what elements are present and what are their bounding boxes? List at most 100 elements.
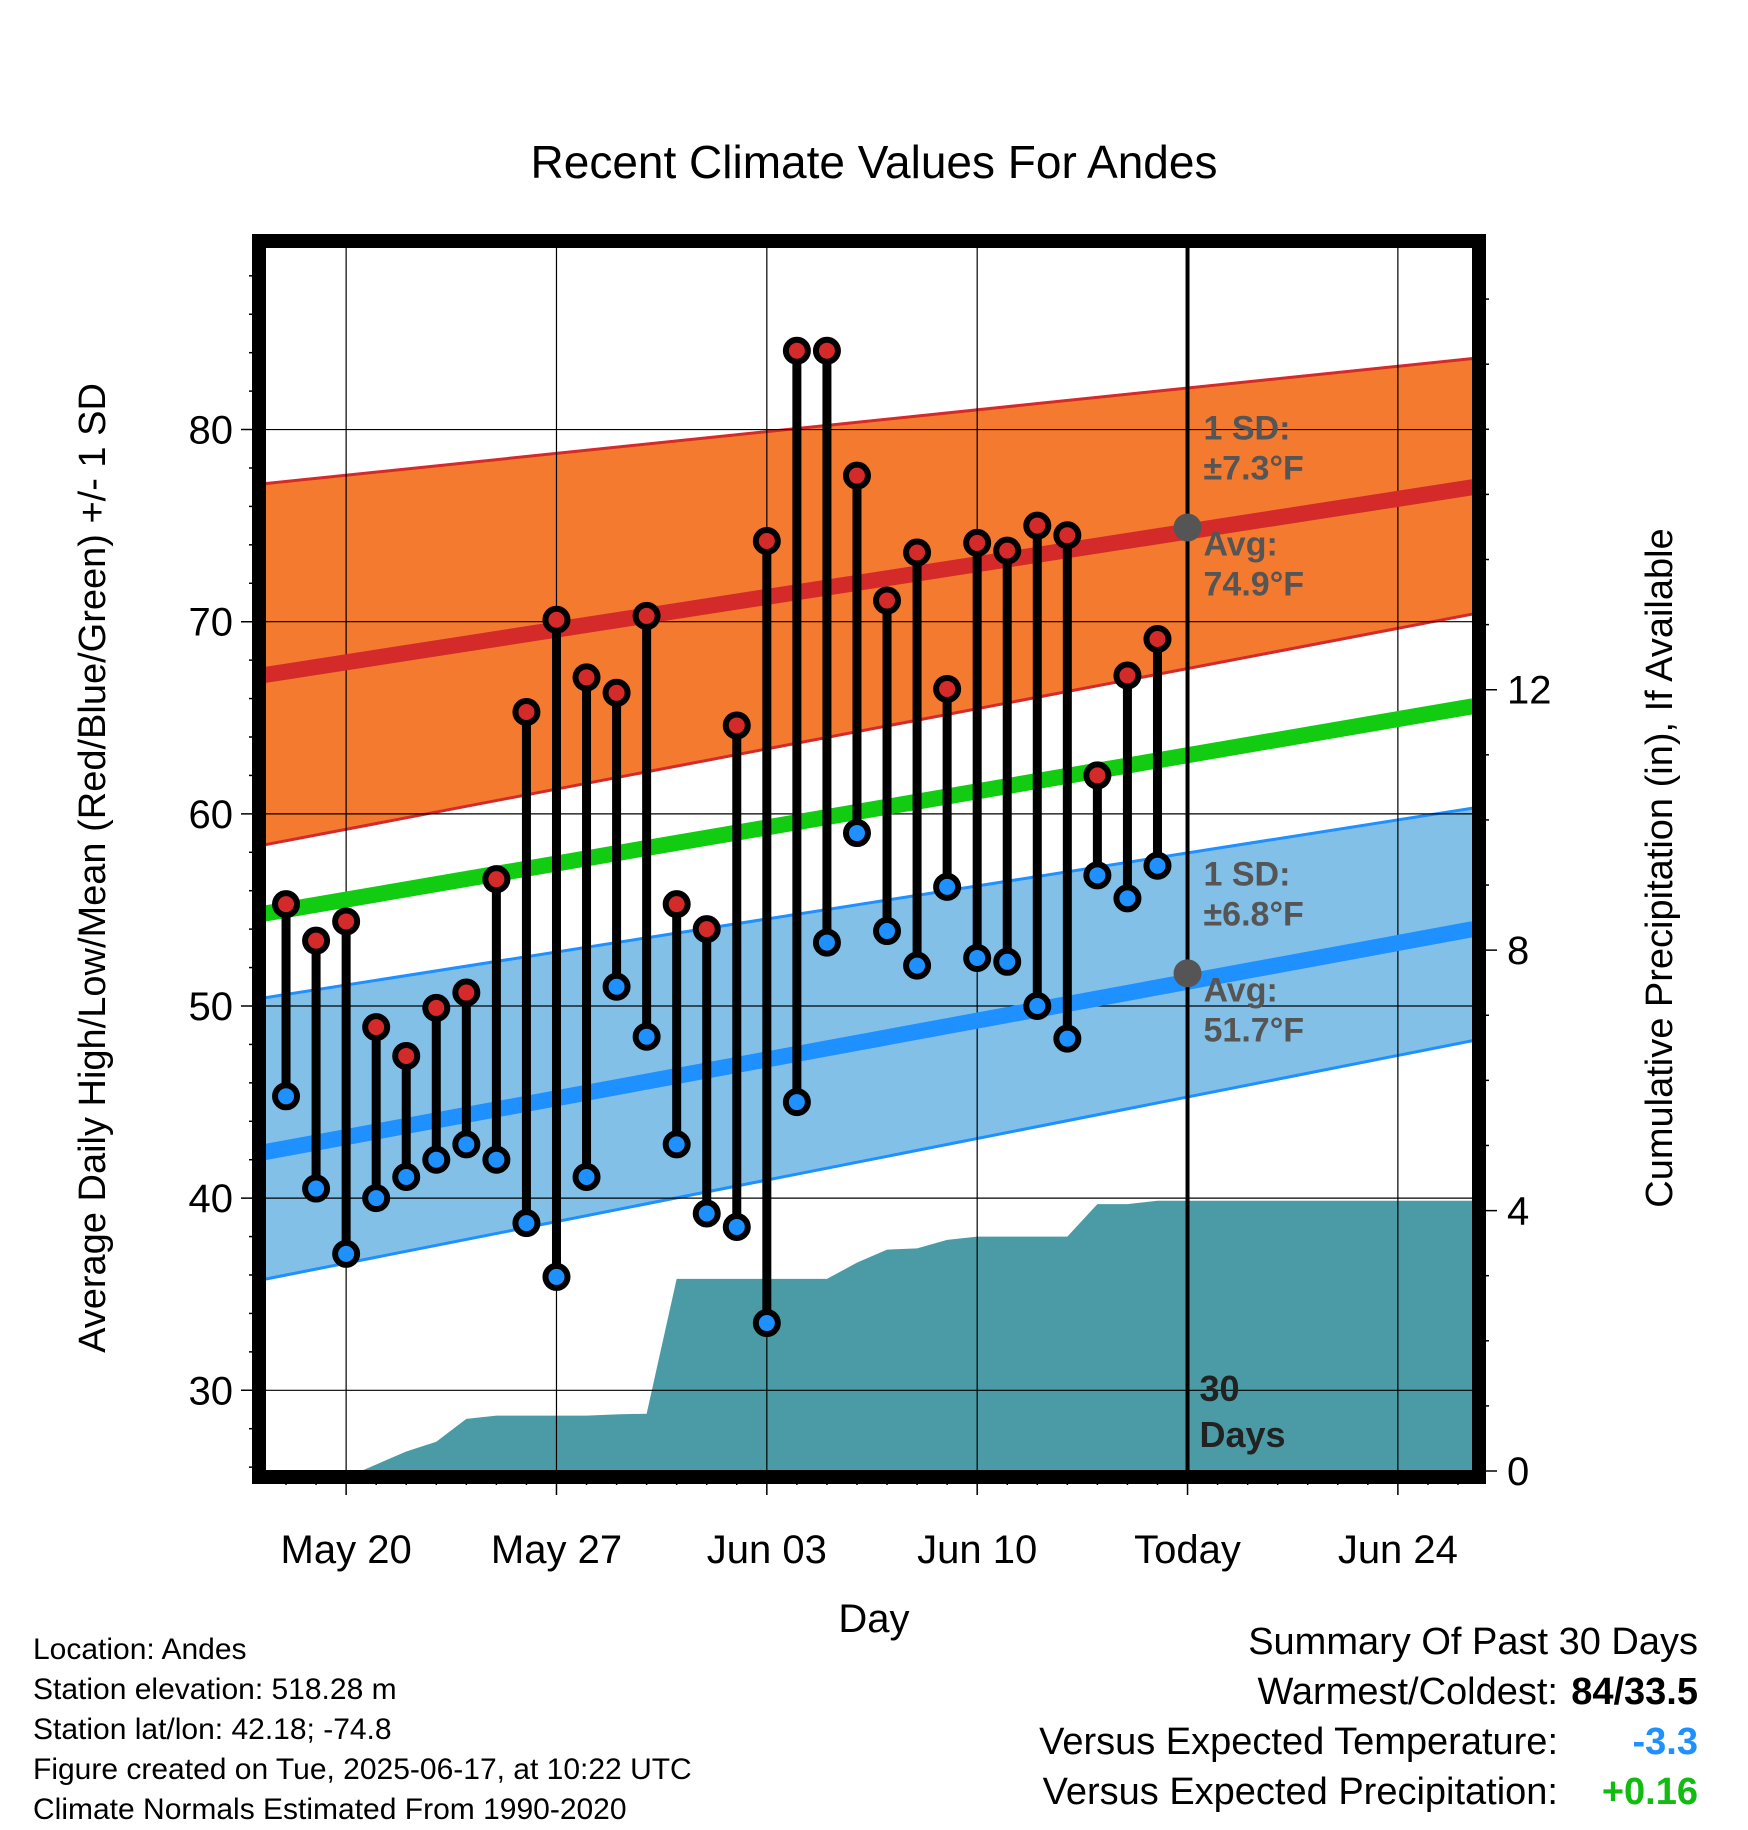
low-point: [362, 1184, 391, 1213]
high-point: [362, 1013, 391, 1042]
low-sd-label-1: 1 SD:: [1204, 855, 1291, 893]
high-point: [332, 907, 361, 936]
low-sd-band-upper-edge: [265, 806, 1473, 1000]
low-point: [572, 1163, 601, 1192]
low-point: [602, 972, 631, 1001]
high-point: [782, 336, 811, 365]
today-days-label-2: Days: [1200, 1414, 1286, 1455]
x-tick-label: May 27: [491, 1528, 622, 1572]
info-location: Location: Andes: [33, 1633, 247, 1666]
x-tick-label: Jun 24: [1338, 1528, 1458, 1572]
y2-axis-label: Cumulative Precipitation (in), If Availa…: [1639, 528, 1681, 1207]
low-avg-line: [265, 921, 1473, 1161]
low-point: [422, 1145, 451, 1174]
low-point: [1083, 861, 1112, 890]
high-point: [512, 698, 541, 727]
high-point: [482, 865, 511, 894]
low-avg-label-2: 51.7°F: [1204, 1011, 1305, 1049]
high-point: [1023, 511, 1052, 540]
high-avg-label-2: 74.9°F: [1204, 566, 1305, 604]
info-normals: Climate Normals Estimated From 1990-2020: [33, 1793, 627, 1826]
high-point: [572, 663, 601, 692]
low-avg-label-1: Avg:: [1204, 971, 1278, 1009]
summary-warm-cold-row: Warmest/Coldest: 84/33.5: [1039, 1667, 1698, 1717]
low-point: [1113, 884, 1142, 913]
high-sd-band-upper-edge: [265, 356, 1473, 486]
high-point: [422, 993, 451, 1022]
low-today-avg-dot: [1173, 959, 1202, 988]
high-point: [662, 890, 691, 919]
station-info: Location: Andes Station elevation: 518.2…: [33, 1630, 692, 1830]
high-avg-label-1: Avg:: [1204, 526, 1278, 564]
high-sd-band-lower-edge: [265, 612, 1473, 847]
high-point: [963, 528, 992, 557]
low-point: [782, 1088, 811, 1117]
precip-area: [301, 1200, 1473, 1471]
low-point: [452, 1130, 481, 1159]
low-point: [873, 917, 902, 946]
warm-cold-label: Warmest/Coldest:: [1257, 1671, 1558, 1713]
high-avg-line: [265, 479, 1473, 684]
high-point: [1083, 761, 1112, 790]
high-point: [722, 711, 751, 740]
y2-tick-label: 12: [1507, 669, 1552, 713]
high-sd-label-1: 1 SD:: [1204, 410, 1291, 448]
info-elevation: Station elevation: 518.28 m: [33, 1673, 397, 1706]
high-point: [632, 601, 661, 630]
low-point: [392, 1163, 421, 1192]
y2-tick-label: 4: [1507, 1190, 1529, 1234]
high-point: [1053, 521, 1082, 550]
y-tick-label: 80: [189, 409, 234, 453]
mean-avg-line: [265, 698, 1473, 922]
high-point: [692, 915, 721, 944]
low-point: [842, 819, 871, 848]
y-tick-label: 30: [189, 1369, 234, 1413]
high-point: [452, 978, 481, 1007]
y-tick-label: 40: [189, 1177, 234, 1221]
low-point: [1053, 1024, 1082, 1053]
high-point: [392, 1041, 421, 1070]
low-point: [512, 1209, 541, 1238]
high-point: [302, 926, 331, 955]
temp-value: -3.3: [1632, 1721, 1698, 1763]
high-point: [1143, 624, 1172, 653]
precip-value: +0.16: [1601, 1771, 1698, 1813]
y2-tick-label: 8: [1507, 929, 1529, 973]
x-tick-label: Jun 03: [707, 1528, 827, 1572]
summary-panel: Summary Of Past 30 Days Warmest/Coldest:…: [1039, 1617, 1698, 1817]
y2-tick-label: 0: [1507, 1450, 1529, 1494]
x-tick-label: Today: [1134, 1528, 1241, 1572]
summary-temp-row: Versus Expected Temperature: -3.3: [1039, 1717, 1698, 1767]
low-point: [302, 1174, 331, 1203]
y-axis-label: Average Daily High/Low/Mean (Red/Blue/Gr…: [72, 383, 114, 1353]
low-point: [722, 1212, 751, 1241]
high-today-avg-dot: [1173, 513, 1202, 542]
high-point: [272, 890, 301, 919]
temp-label: Versus Expected Temperature:: [1039, 1721, 1558, 1763]
high-point: [842, 461, 871, 490]
today-days-label-1: 30: [1200, 1368, 1240, 1409]
low-point: [1023, 991, 1052, 1020]
high-point: [993, 536, 1022, 565]
y-tick-label: 50: [189, 985, 234, 1029]
chart-title: Recent Climate Values For Andes: [531, 136, 1218, 188]
low-sd-band-lower-edge: [265, 1039, 1473, 1281]
precip-label: Versus Expected Precipitation:: [1042, 1771, 1558, 1813]
low-point: [933, 872, 962, 901]
low-point: [632, 1022, 661, 1051]
high-point: [602, 678, 631, 707]
x-axis-label: Day: [838, 1597, 909, 1641]
high-point: [812, 336, 841, 365]
low-point: [692, 1199, 721, 1228]
info-latlon: Station lat/lon: 42.18; -74.8: [33, 1713, 392, 1746]
info-created: Figure created on Tue, 2025-06-17, at 10…: [33, 1753, 692, 1786]
high-point: [873, 586, 902, 615]
summary-heading: Summary Of Past 30 Days: [1248, 1621, 1698, 1663]
low-point: [993, 947, 1022, 976]
low-point: [542, 1262, 571, 1291]
low-point: [332, 1239, 361, 1268]
high-point: [933, 674, 962, 703]
low-point: [812, 928, 841, 957]
